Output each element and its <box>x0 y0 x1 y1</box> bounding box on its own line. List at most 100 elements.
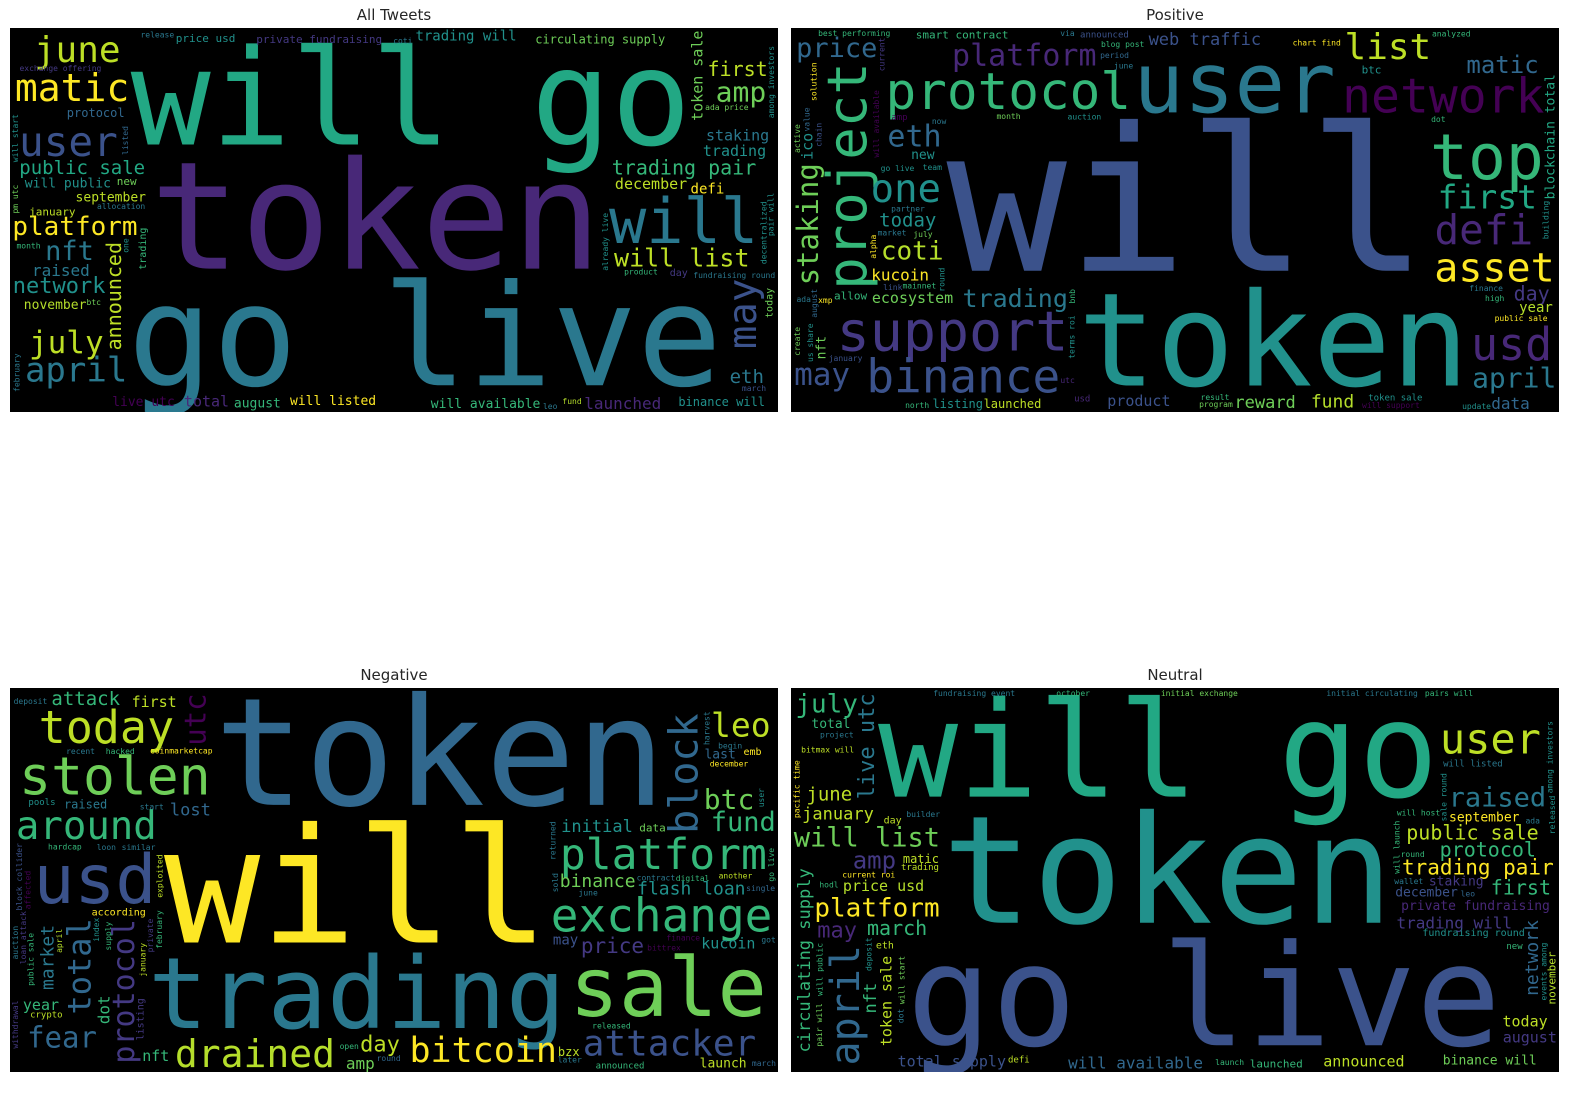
cloud-word: network <box>1342 68 1544 124</box>
cloud-word: leo <box>543 402 558 411</box>
cloud-word: listed <box>121 126 130 155</box>
cloud-word: data <box>639 822 666 835</box>
cloud-word: protocol <box>107 919 142 1064</box>
cloud-word: ico <box>799 133 817 160</box>
cloud-word: july <box>795 689 858 719</box>
cloud-word: november <box>1546 951 1559 1004</box>
cloud-word: btc <box>87 298 102 307</box>
cloud-word: circulating supply <box>795 868 815 1052</box>
cloud-word: among investors <box>767 46 776 118</box>
cloud-word: finance <box>666 934 700 943</box>
cloud-word: protocol <box>885 63 1131 122</box>
cloud-word: deposit <box>864 937 873 971</box>
cloud-word: coinmarketcap <box>150 746 213 755</box>
cloud-word: nft <box>142 1047 169 1065</box>
cloud-word: kucoin <box>871 266 929 285</box>
cloud-word: platform <box>814 893 939 923</box>
cloud-word: august <box>234 396 281 411</box>
cloud-word: may <box>794 357 850 393</box>
cloud-word: leo <box>711 706 771 745</box>
cloud-word: june <box>806 783 852 805</box>
cloud-word: last <box>704 747 735 762</box>
cloud-word: first <box>132 693 177 711</box>
panel-title-negative: Negative <box>360 666 428 684</box>
cloud-word: january <box>802 805 874 825</box>
cloud-word: got <box>761 936 776 945</box>
panel-title-neutral: Neutral <box>1147 666 1203 684</box>
cloud-word: analyzed <box>1432 30 1471 39</box>
cloud-word: total <box>184 392 229 410</box>
cloud-word: defi <box>1435 206 1534 254</box>
cloud-word: us share <box>806 323 815 362</box>
cloud-word: june <box>1114 61 1133 70</box>
cloud-word: ada <box>1525 816 1540 825</box>
cloud-word: exchange offering <box>19 64 101 73</box>
cloud-word: fundraising event <box>933 689 1015 698</box>
cloud-word: reward <box>1234 393 1295 412</box>
cloud-word: bzx <box>558 1045 580 1059</box>
cloud-word: day <box>360 1033 400 1058</box>
cloud-word: binance will <box>1443 1054 1537 1069</box>
cloud-word: token sale <box>1368 393 1422 403</box>
cloud-word: first <box>1491 876 1551 900</box>
cloud-word: april <box>1472 362 1556 395</box>
cloud-word: binance will <box>678 395 765 409</box>
wordcloud-positive: will token user support protocol network binan… <box>791 28 1559 412</box>
cloud-word: pools <box>28 798 55 808</box>
cloud-word: round <box>377 1054 401 1063</box>
cloud-word: announced <box>1080 31 1129 41</box>
cloud-word: amp <box>853 847 896 875</box>
cloud-word: july <box>29 325 104 361</box>
cloud-word: trading <box>148 937 565 1052</box>
cloud-word: ada price <box>705 103 749 112</box>
cloud-word: list <box>1345 28 1432 68</box>
cloud-word: today <box>765 288 776 318</box>
cloud-word: builder <box>906 810 940 819</box>
cloud-word: april <box>25 351 127 391</box>
cloud-word: pair will <box>766 193 775 237</box>
cloud-word: affected <box>24 871 33 910</box>
cloud-word: new <box>911 148 935 163</box>
cloud-word: live utc <box>855 693 880 799</box>
cloud-word: platform <box>12 212 137 242</box>
cloud-word: user <box>1133 35 1335 133</box>
cloud-word: blog post <box>1101 40 1145 49</box>
cloud-word: emb <box>743 747 761 758</box>
cloud-word: may <box>721 279 766 349</box>
cloud-word: web traffic <box>1149 30 1262 50</box>
cloud-word: later <box>558 1056 582 1065</box>
cloud-word: will launch <box>1393 821 1402 874</box>
cloud-word: december <box>710 760 749 769</box>
cloud-word: fear <box>27 1020 97 1054</box>
cloud-word: round <box>1401 850 1425 859</box>
cloud-word: raised <box>64 798 107 812</box>
cloud-word: partner <box>891 205 925 214</box>
cloud-word: today <box>39 701 174 754</box>
cloud-word: nft <box>815 336 830 359</box>
wordcloud-panel-neutral: Neutral token go live will go trading pair p… <box>791 666 1559 1076</box>
cloud-word: one <box>871 167 941 212</box>
cloud-word: solution <box>809 62 818 101</box>
cloud-word: september <box>76 190 147 205</box>
cloud-word: announced <box>102 242 126 350</box>
cloud-word: month <box>16 241 40 250</box>
cloud-word: asset <box>1434 246 1554 292</box>
cloud-word: will listed <box>290 394 376 409</box>
cloud-word: wallet <box>1394 877 1423 886</box>
cloud-word: will list <box>794 822 940 853</box>
cloud-word: released <box>1548 796 1557 835</box>
cloud-word: launched <box>1250 1058 1303 1071</box>
cloud-word: will go <box>878 688 1439 829</box>
cloud-word: building <box>1541 201 1550 240</box>
cloud-word: start <box>140 803 164 812</box>
cloud-word: today <box>1502 1012 1547 1030</box>
cloud-word: token <box>150 131 602 305</box>
cloud-word: month <box>996 112 1020 121</box>
cloud-word: amp <box>891 113 907 123</box>
cloud-word: new <box>117 175 137 188</box>
cloud-word: product <box>624 268 658 277</box>
wordcloud-negative: will token trading exchange platform sale arou… <box>10 688 778 1072</box>
cloud-word: live utc <box>112 395 175 410</box>
cloud-word: announced <box>1323 1052 1404 1070</box>
